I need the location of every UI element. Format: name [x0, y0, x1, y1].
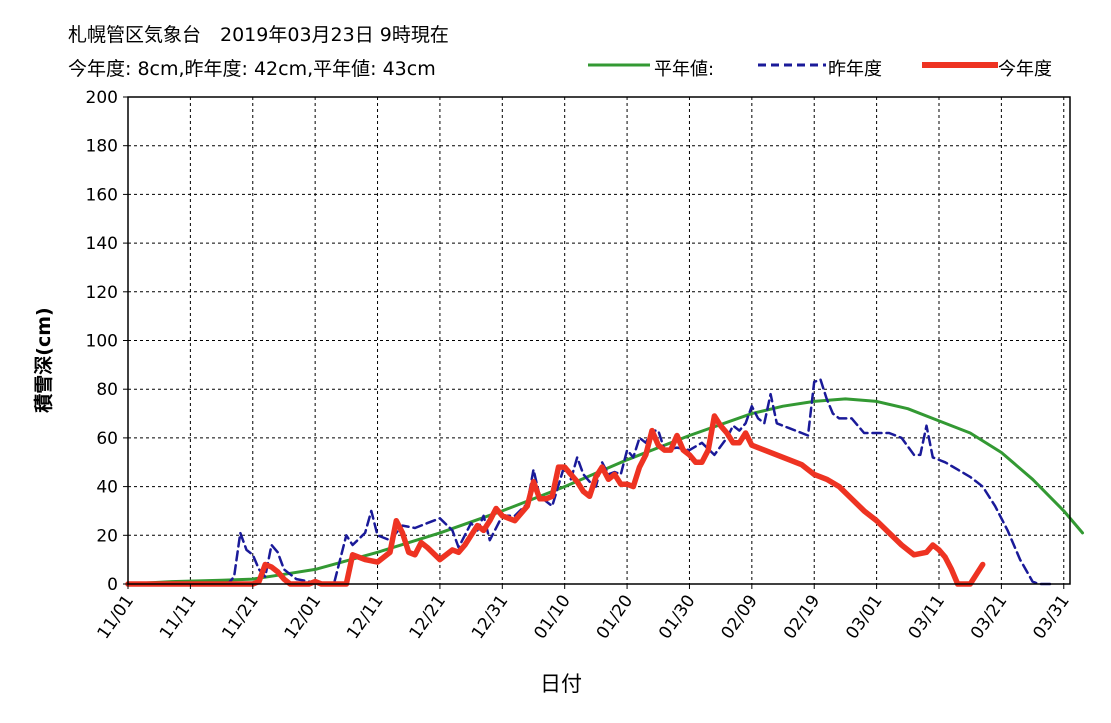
legend-label-normal: 平年値: [654, 59, 715, 80]
x-tick-label: 03/11 [905, 591, 949, 643]
y-tick-label: 40 [96, 478, 118, 498]
svg-text:積雪深(cm): 積雪深(cm) [32, 307, 55, 412]
legend-label-this-year: 今年度 [998, 59, 1052, 80]
y-tick-label: 160 [86, 185, 118, 205]
x-tick-label: 12/21 [406, 591, 450, 643]
x-tick-label: 03/21 [967, 591, 1011, 643]
y-tick-label: 120 [86, 283, 118, 303]
legend-swatch-normal [588, 63, 650, 67]
x-tick-label: 11/01 [94, 591, 138, 643]
y-tick-label: 0 [107, 575, 118, 595]
y-tick-label: 60 [96, 429, 118, 449]
x-tick-label: 12/31 [468, 591, 512, 643]
y-tick-label: 140 [86, 234, 118, 254]
plot-frame [127, 96, 1071, 585]
series-normal-line [126, 397, 1084, 586]
x-tick-label: 11/21 [218, 591, 262, 643]
chart-grid [128, 97, 1070, 584]
x-tick-label: 03/31 [1029, 591, 1073, 643]
series-this-year-line [125, 413, 986, 587]
x-tick-label: 01/20 [593, 591, 637, 643]
series-last-year-line [126, 378, 1053, 586]
y-tick-label: 20 [96, 526, 118, 546]
y-tick-label: 100 [86, 332, 118, 352]
x-tick-label: 02/19 [780, 591, 824, 643]
y-tick-label: 200 [86, 88, 118, 108]
legend-swatch-this-year [922, 62, 998, 68]
x-tick-label: 12/01 [281, 591, 325, 643]
chart-series [125, 378, 1084, 587]
x-tick-label: 01/10 [530, 591, 574, 643]
x-tick-label: 02/09 [717, 591, 761, 643]
x-tick-label: 12/11 [343, 591, 387, 643]
y-tick-label: 80 [96, 380, 118, 400]
x-tick-label: 03/01 [842, 591, 886, 643]
legend-swatch-last-year [758, 63, 826, 67]
chart-subtitle: 今年度: 8cm,昨年度: 42cm,平年値: 43cm [68, 58, 436, 80]
x-axis-label: 日付 [540, 672, 582, 696]
y-axis-label: 積雪深(cm) [32, 307, 55, 412]
chart-title: 札幌管区気象台 2019年03月23日 9時現在 [68, 24, 449, 46]
legend-label-last-year: 昨年度 [828, 59, 882, 80]
chart-axes: 0 20 40 60 80 100 120 140 160 180 200 11/01 11/11 11/… [86, 88, 1074, 643]
y-tick-label: 180 [86, 137, 118, 157]
x-tick-label: 11/11 [156, 591, 200, 643]
x-tick-label: 01/30 [655, 591, 699, 643]
